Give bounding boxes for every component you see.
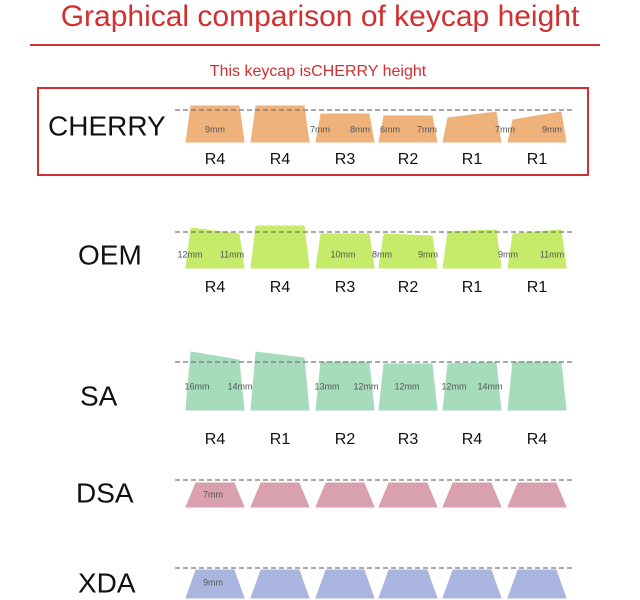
- title: Graphical comparison of keycap height: [61, 0, 580, 33]
- keycap: [185, 482, 245, 508]
- height-measure: 14mm: [477, 381, 502, 391]
- height-measure: 9mm: [498, 249, 518, 259]
- row-label: R3: [335, 151, 356, 168]
- height-measure: 12mm: [353, 381, 378, 391]
- height-measure: 11mm: [540, 249, 564, 259]
- profile-name: CHERRY: [48, 110, 166, 141]
- profile-name: XDA: [78, 567, 136, 598]
- height-measure: 7mm: [310, 124, 330, 134]
- keycap: [250, 105, 310, 143]
- keycap: [378, 115, 438, 143]
- row-label: R4: [270, 151, 291, 168]
- height-measure: 7mm: [495, 124, 515, 134]
- row-label: R1: [527, 151, 548, 168]
- keycap: [250, 482, 310, 508]
- row-label: R1: [462, 151, 483, 168]
- keycap: [442, 229, 502, 269]
- height-measure: 9mm: [203, 577, 223, 587]
- height-measure: 10mm: [330, 249, 355, 259]
- row-label: R4: [527, 431, 548, 448]
- height-measure: 14mm: [227, 381, 252, 391]
- row-label: R1: [462, 279, 483, 296]
- row-label: R4: [462, 431, 483, 448]
- row-label: R3: [398, 431, 419, 448]
- keycap: [378, 482, 438, 508]
- keycap: [442, 111, 502, 143]
- keycap: [507, 111, 567, 143]
- height-measure: 9mm: [542, 124, 562, 134]
- keycap: [185, 227, 245, 269]
- keycap: [442, 482, 502, 508]
- keycap: [185, 105, 245, 143]
- height-measure: 12mm: [441, 381, 466, 391]
- row-label: R2: [398, 151, 419, 168]
- keycap: [250, 351, 310, 411]
- row-label: R2: [335, 431, 356, 448]
- height-measure: 11mm: [220, 249, 244, 259]
- height-measure: 6mm: [380, 124, 400, 134]
- height-measure: 7mm: [417, 124, 437, 134]
- row-label: R4: [205, 279, 226, 296]
- highlight-box: [37, 87, 589, 176]
- profile-name: DSA: [76, 477, 134, 508]
- height-measure: 7mm: [203, 489, 223, 499]
- height-measure: 9mm: [205, 124, 225, 134]
- row-label: R1: [270, 431, 291, 448]
- height-measure: 12mm: [394, 381, 419, 391]
- keycap: [250, 569, 310, 599]
- height-measure: 8mm: [350, 124, 370, 134]
- keycap: [442, 569, 502, 599]
- profile-name: SA: [80, 380, 118, 411]
- keycap: [378, 233, 438, 269]
- keycap: [507, 482, 567, 508]
- keycap: [507, 569, 567, 599]
- height-measure: 16mm: [184, 381, 209, 391]
- height-measure: 9mm: [418, 249, 438, 259]
- height-measure: 12mm: [177, 249, 202, 259]
- keycap: [315, 569, 375, 599]
- keycap: [185, 351, 245, 411]
- keycap: [378, 363, 438, 411]
- keycap: [507, 361, 567, 411]
- keycap: [185, 569, 245, 599]
- profile-name: OEM: [78, 239, 142, 270]
- row-label: R4: [205, 431, 226, 448]
- keycap: [378, 569, 438, 599]
- keycap: [315, 233, 375, 269]
- row-label: R2: [398, 279, 419, 296]
- height-measure: 8mm: [372, 249, 392, 259]
- row-label: R1: [527, 279, 548, 296]
- row-label: R4: [205, 151, 226, 168]
- keycap: [315, 482, 375, 508]
- row-label: R4: [270, 279, 291, 296]
- keycap: [507, 229, 567, 269]
- subtitle: This keycap isCHERRY height: [210, 63, 427, 80]
- keycap: [315, 113, 375, 143]
- keycap: [250, 225, 310, 269]
- row-label: R3: [335, 279, 356, 296]
- height-measure: 13mm: [314, 381, 339, 391]
